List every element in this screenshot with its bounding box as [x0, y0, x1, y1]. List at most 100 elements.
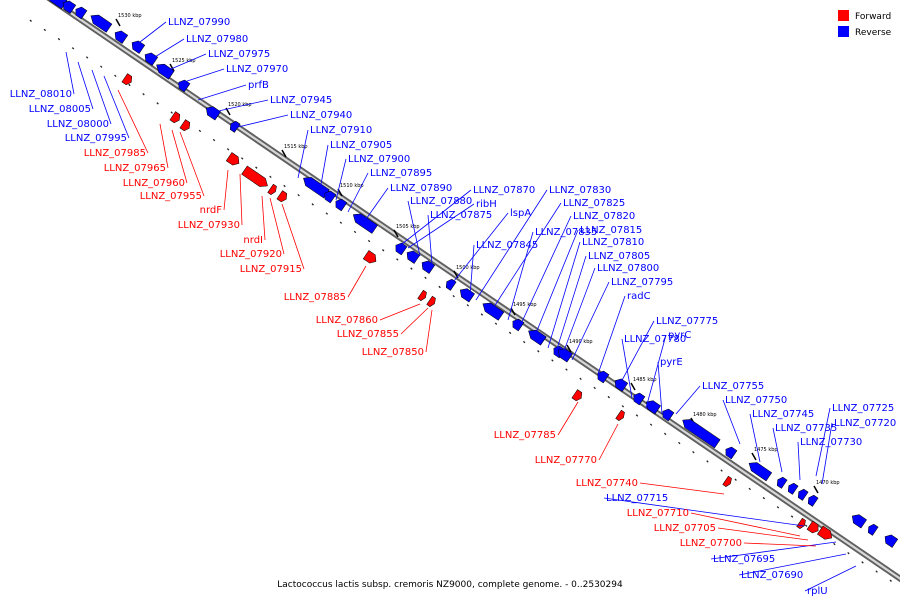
gene-label-llnz-07825[interactable]: LLNZ_07825 — [563, 198, 625, 209]
gene-label-nrdi[interactable]: nrdI — [243, 235, 263, 246]
gene-label-llnz-07835[interactable]: LLNZ_07835 — [535, 227, 597, 238]
gene-label-llnz-07860[interactable]: LLNZ_07860 — [316, 315, 378, 326]
gene-label-llnz-07905[interactable]: LLNZ_07905 — [330, 140, 392, 151]
gene-label-llnz-07855[interactable]: LLNZ_07855 — [337, 329, 399, 340]
reverse-gene-arrow[interactable] — [203, 104, 221, 121]
gene-label-llnz-07705[interactable]: LLNZ_07705 — [654, 523, 716, 534]
gene-label-llnz-07755[interactable]: LLNZ_07755 — [702, 381, 764, 392]
forward-gene-arrow[interactable] — [615, 409, 627, 422]
gene-label-llnz-07770[interactable]: LLNZ_07770 — [535, 455, 597, 466]
reverse-gene-arrow[interactable] — [228, 120, 241, 133]
reverse-gene-arrow[interactable] — [796, 488, 809, 501]
gene-label-llnz-07775[interactable]: LLNZ_07775 — [656, 316, 718, 327]
forward-gene-arrow[interactable] — [426, 295, 438, 308]
forward-gene-arrow[interactable] — [241, 165, 271, 190]
gene-label-llnz-07735[interactable]: LLNZ_07735 — [775, 423, 837, 434]
gene-label-llnz-07965[interactable]: LLNZ_07965 — [104, 163, 166, 174]
gene-label-llnz-07885[interactable]: LLNZ_07885 — [284, 292, 346, 303]
gene-label-llnz-08010[interactable]: LLNZ_08010 — [10, 89, 72, 100]
reverse-gene-arrow[interactable] — [404, 248, 421, 264]
forward-gene-arrow[interactable] — [817, 525, 834, 542]
gene-label-llnz-07850[interactable]: LLNZ_07850 — [362, 347, 424, 358]
gene-label-pyre[interactable]: pyrE — [660, 357, 683, 368]
reverse-gene-arrow[interactable] — [680, 416, 721, 449]
gene-label-llnz-07955[interactable]: LLNZ_07955 — [140, 191, 202, 202]
reverse-gene-arrow[interactable] — [73, 5, 88, 20]
gene-label-llnz-07980[interactable]: LLNZ_07980 — [186, 34, 248, 45]
gene-label-llnz-07970[interactable]: LLNZ_07970 — [226, 64, 288, 75]
gene-label-llnz-07710[interactable]: LLNZ_07710 — [627, 508, 689, 519]
gene-label-llnz-07920[interactable]: LLNZ_07920 — [220, 249, 282, 260]
gene-label-llnz-07895[interactable]: LLNZ_07895 — [370, 168, 432, 179]
reverse-gene-arrow[interactable] — [746, 459, 773, 482]
reverse-gene-arrow[interactable] — [866, 523, 879, 536]
gene-label-llnz-07830[interactable]: LLNZ_07830 — [549, 185, 611, 196]
reverse-gene-arrow[interactable] — [88, 12, 113, 33]
forward-gene-arrow[interactable] — [417, 289, 429, 302]
gene-label-llnz-07910[interactable]: LLNZ_07910 — [310, 125, 372, 136]
reverse-gene-arrow[interactable] — [322, 189, 337, 204]
forward-gene-arrow[interactable] — [571, 389, 584, 403]
reverse-gene-arrow[interactable] — [660, 407, 675, 422]
forward-gene-arrow[interactable] — [267, 183, 279, 196]
gene-label-llnz-07730[interactable]: LLNZ_07730 — [800, 437, 862, 448]
gene-label-llnz-07815[interactable]: LLNZ_07815 — [580, 225, 642, 236]
gene-label-llnz-07750[interactable]: LLNZ_07750 — [725, 395, 787, 406]
gene-label-llnz-07880[interactable]: LLNZ_07880 — [410, 196, 472, 207]
reverse-gene-arrow[interactable] — [480, 300, 505, 321]
reverse-gene-arrow[interactable] — [129, 38, 146, 54]
gene-label-llnz-07725[interactable]: LLNZ_07725 — [832, 403, 894, 414]
gene-label-llnz-07945[interactable]: LLNZ_07945 — [270, 95, 332, 106]
gene-label-lspa[interactable]: lspA — [510, 208, 531, 219]
reverse-gene-arrow[interactable] — [631, 391, 646, 406]
reverse-gene-arrow[interactable] — [510, 317, 525, 332]
gene-label-llnz-07805[interactable]: LLNZ_07805 — [588, 251, 650, 262]
forward-gene-arrow[interactable] — [121, 73, 134, 87]
gene-label-llnz-07795[interactable]: LLNZ_07795 — [611, 277, 673, 288]
gene-label-rplu[interactable]: rplU — [807, 586, 828, 597]
reverse-gene-arrow[interactable] — [612, 376, 629, 392]
reverse-gene-arrow[interactable] — [555, 346, 573, 363]
gene-label-llnz-07890[interactable]: LLNZ_07890 — [390, 183, 452, 194]
gene-label-llnz-07915[interactable]: LLNZ_07915 — [240, 264, 302, 275]
gene-label-ribh[interactable]: ribH — [476, 199, 497, 210]
reverse-gene-arrow[interactable] — [419, 258, 436, 274]
reverse-gene-arrow[interactable] — [333, 197, 348, 212]
reverse-gene-arrow[interactable] — [457, 286, 475, 303]
gene-label-pyrc[interactable]: pyrC — [668, 330, 691, 341]
gene-label-llnz-07975[interactable]: LLNZ_07975 — [208, 49, 270, 60]
gene-label-llnz-07715[interactable]: LLNZ_07715 — [606, 493, 668, 504]
gene-label-llnz-08005[interactable]: LLNZ_08005 — [29, 104, 91, 115]
gene-label-prfb[interactable]: prfB — [248, 80, 269, 91]
gene-label-llnz-07690[interactable]: LLNZ_07690 — [741, 570, 803, 581]
reverse-gene-arrow[interactable] — [723, 445, 738, 460]
gene-label-llnz-07940[interactable]: LLNZ_07940 — [290, 110, 352, 121]
reverse-gene-arrow[interactable] — [786, 482, 799, 495]
gene-label-llnz-07800[interactable]: LLNZ_07800 — [597, 263, 659, 274]
reverse-gene-arrow[interactable] — [849, 512, 867, 529]
reverse-gene-arrow[interactable] — [643, 398, 661, 415]
gene-label-llnz-07960[interactable]: LLNZ_07960 — [123, 178, 185, 189]
forward-gene-arrow[interactable] — [722, 475, 734, 488]
reverse-gene-arrow[interactable] — [60, 0, 77, 14]
gene-label-llnz-07740[interactable]: LLNZ_07740 — [576, 478, 638, 489]
gene-label-llnz-07720[interactable]: LLNZ_07720 — [834, 418, 896, 429]
reverse-gene-arrow[interactable] — [444, 278, 457, 291]
reverse-gene-arrow[interactable] — [393, 241, 408, 256]
gene-label-llnz-07900[interactable]: LLNZ_07900 — [348, 154, 410, 165]
gene-label-llnz-07990[interactable]: LLNZ_07990 — [168, 17, 230, 28]
gene-label-llnz-07995[interactable]: LLNZ_07995 — [65, 133, 127, 144]
gene-label-llnz-07875[interactable]: LLNZ_07875 — [430, 210, 492, 221]
forward-gene-arrow[interactable] — [225, 152, 242, 167]
forward-gene-arrow[interactable] — [362, 250, 379, 265]
reverse-gene-arrow[interactable] — [775, 476, 788, 489]
reverse-gene-arrow[interactable] — [526, 327, 547, 346]
reverse-gene-arrow[interactable] — [882, 532, 899, 548]
gene-label-llnz-07695[interactable]: LLNZ_07695 — [713, 554, 775, 565]
reverse-gene-arrow[interactable] — [350, 211, 378, 234]
gene-label-llnz-08000[interactable]: LLNZ_08000 — [47, 119, 109, 130]
reverse-gene-arrow[interactable] — [806, 494, 819, 507]
forward-gene-arrow[interactable] — [179, 119, 192, 133]
forward-gene-arrow[interactable] — [806, 520, 821, 535]
reverse-gene-arrow[interactable] — [595, 369, 610, 384]
